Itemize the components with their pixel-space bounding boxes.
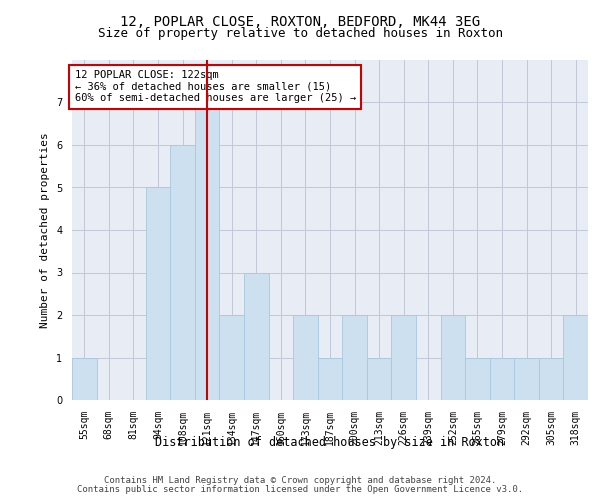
Bar xyxy=(391,315,416,400)
Text: 12 POPLAR CLOSE: 122sqm
← 36% of detached houses are smaller (15)
60% of semi-de: 12 POPLAR CLOSE: 122sqm ← 36% of detache… xyxy=(74,70,356,103)
Bar xyxy=(244,272,269,400)
Text: 12, POPLAR CLOSE, ROXTON, BEDFORD, MK44 3EG: 12, POPLAR CLOSE, ROXTON, BEDFORD, MK44 … xyxy=(120,15,480,29)
Bar xyxy=(342,315,367,400)
Bar xyxy=(465,358,490,400)
Bar xyxy=(170,145,195,400)
Text: Distribution of detached houses by size in Roxton: Distribution of detached houses by size … xyxy=(155,436,505,449)
Text: Contains HM Land Registry data © Crown copyright and database right 2024.: Contains HM Land Registry data © Crown c… xyxy=(104,476,496,485)
Bar xyxy=(293,315,318,400)
Bar xyxy=(367,358,391,400)
Y-axis label: Number of detached properties: Number of detached properties xyxy=(40,132,50,328)
Bar xyxy=(318,358,342,400)
Bar xyxy=(563,315,588,400)
Bar xyxy=(72,358,97,400)
Bar xyxy=(220,315,244,400)
Text: Contains public sector information licensed under the Open Government Licence v3: Contains public sector information licen… xyxy=(77,485,523,494)
Bar xyxy=(514,358,539,400)
Bar xyxy=(440,315,465,400)
Text: Size of property relative to detached houses in Roxton: Size of property relative to detached ho… xyxy=(97,28,503,40)
Bar xyxy=(195,102,220,400)
Bar xyxy=(146,188,170,400)
Bar xyxy=(539,358,563,400)
Bar xyxy=(490,358,514,400)
